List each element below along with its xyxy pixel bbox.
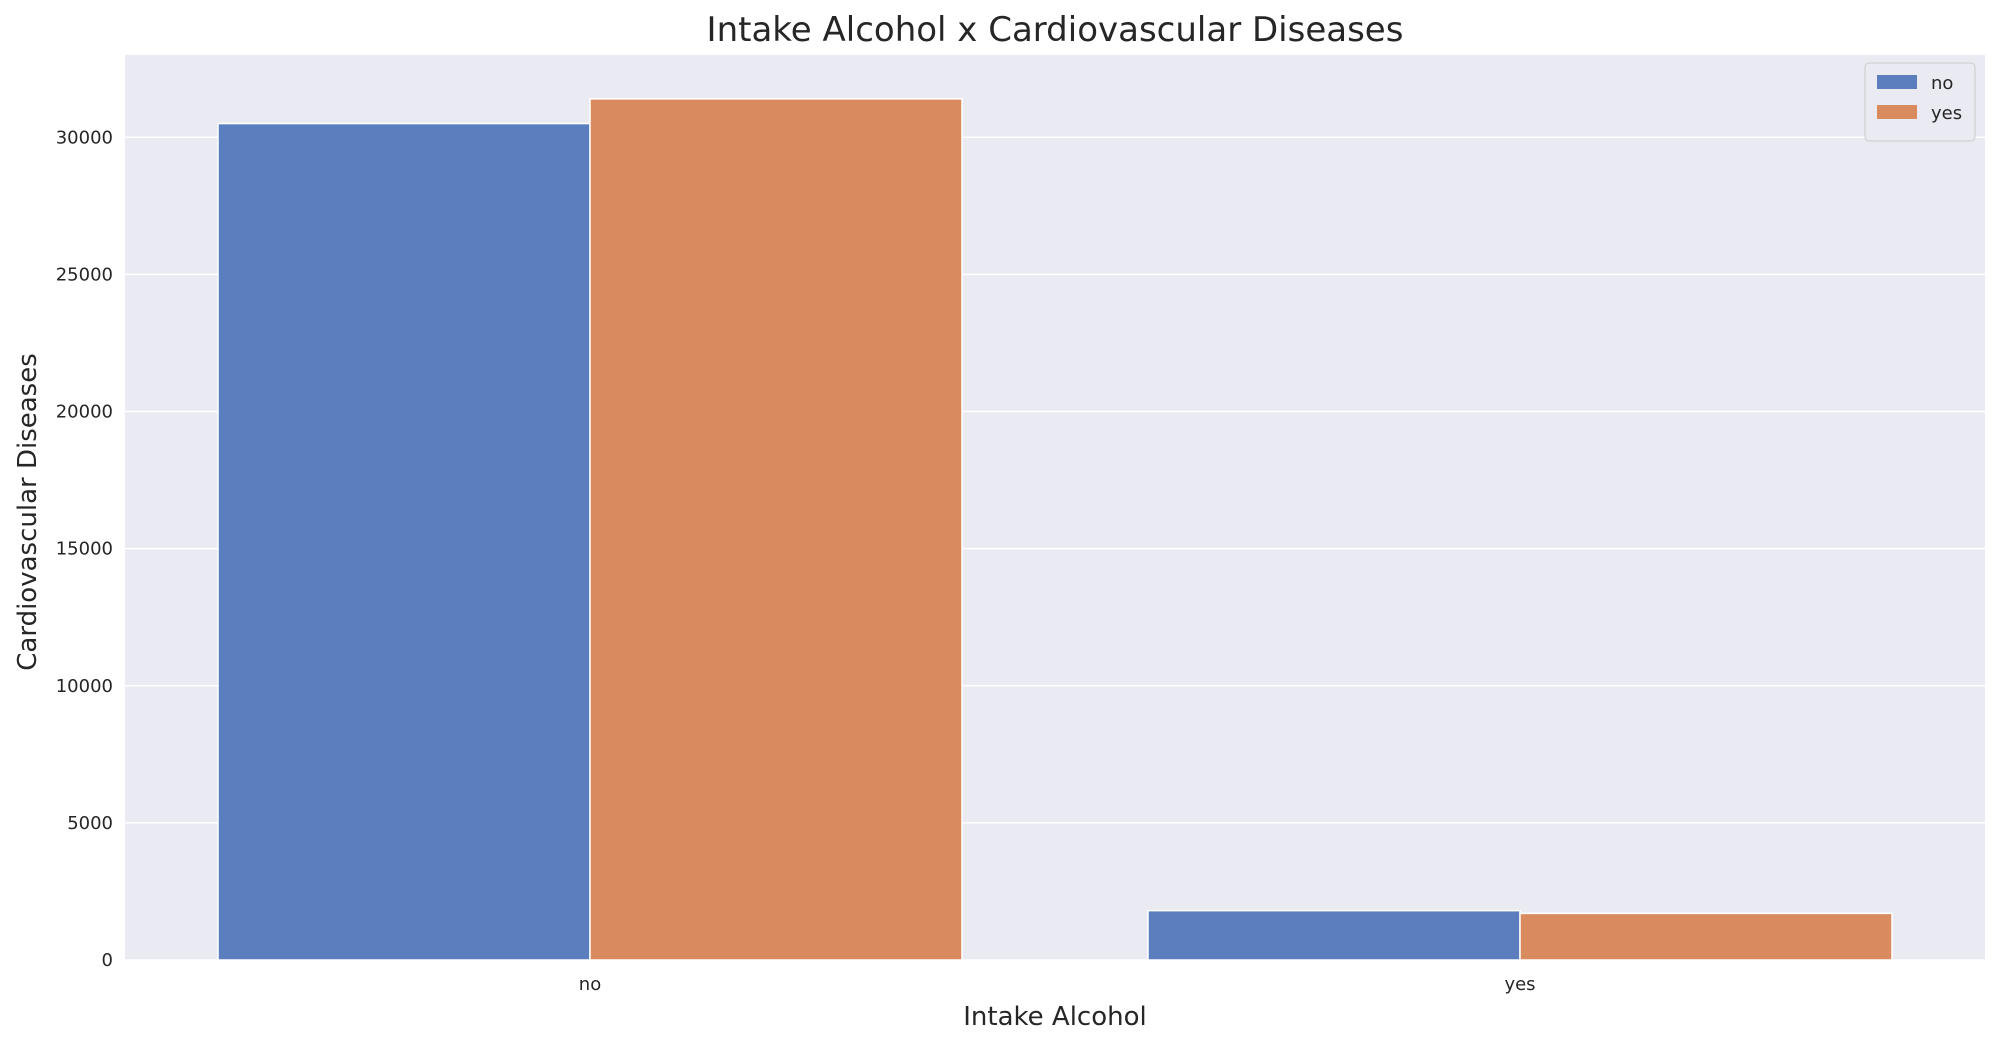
y-tick-label: 20000 xyxy=(56,402,113,423)
legend-swatch-no xyxy=(1877,75,1917,89)
y-tick-label: 5000 xyxy=(67,813,113,834)
bar-yes-no xyxy=(589,98,963,961)
x-tick-label: yes xyxy=(1504,974,1535,995)
x-axis-label: Intake Alcohol xyxy=(963,1002,1147,1032)
x-tick-label: no xyxy=(579,974,601,995)
y-tick-label: 10000 xyxy=(56,676,113,697)
bar-yes-yes xyxy=(1519,912,1893,961)
chart-title: Intake Alcohol x Cardiovascular Diseases xyxy=(707,10,1404,50)
bar-no-no xyxy=(217,122,591,961)
y-tick-label: 30000 xyxy=(56,127,113,148)
legend-box xyxy=(1864,62,1976,142)
y-tick-labels: 0 5000 10000 15000 20000 25000 30000 xyxy=(56,127,113,971)
legend-label-no: no xyxy=(1931,73,1953,94)
legend-label-yes: yes xyxy=(1931,103,1962,124)
bars xyxy=(217,98,1893,961)
x-tick-labels: no yes xyxy=(579,974,1536,995)
bar-no-yes xyxy=(1147,909,1521,961)
legend-swatch-yes xyxy=(1877,105,1917,119)
legend[interactable]: no yes xyxy=(1864,62,1976,142)
y-tick-label: 0 xyxy=(102,950,113,971)
y-tick-label: 25000 xyxy=(56,264,113,285)
y-tick-label: 15000 xyxy=(56,539,113,560)
y-axis-label: Cardiovascular Diseases xyxy=(13,353,43,671)
